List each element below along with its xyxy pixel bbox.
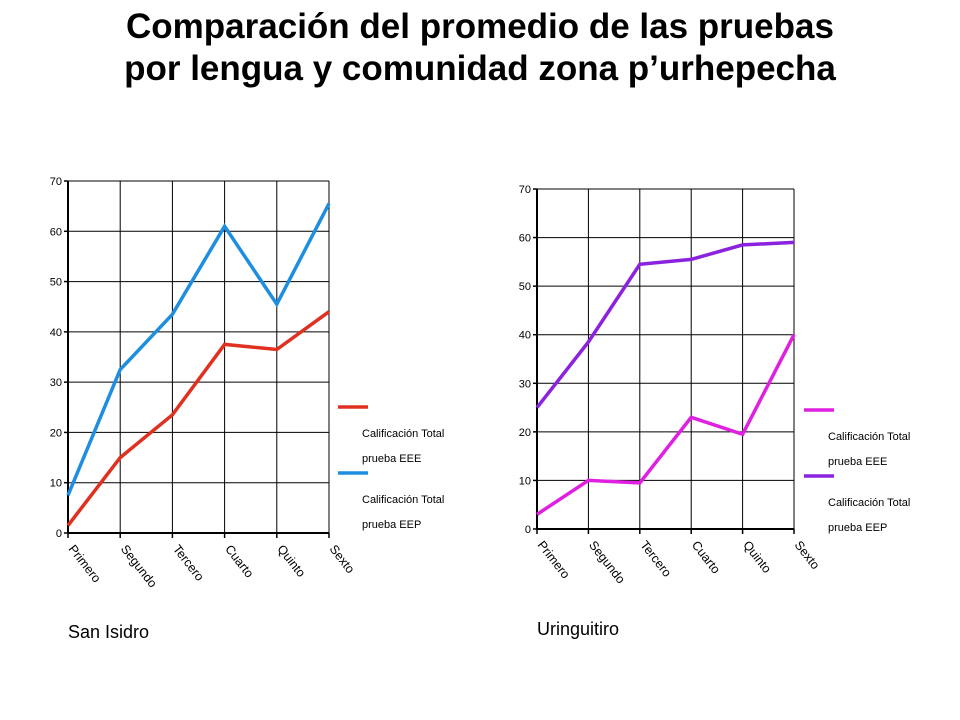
chart-uringuitiro: 0 10 20 30 40 50 60 70 Primero Segundo Tercero Cuar… xyxy=(519,184,911,639)
y-tick-label: 50 xyxy=(50,277,62,289)
title-line-2: por lengua y comunidad zona p’urhepecha xyxy=(124,49,836,88)
x-tick-label: Cuarto xyxy=(222,542,256,580)
y-tick-label: 20 xyxy=(519,427,531,439)
page-title: Comparación del promedio de las pruebas … xyxy=(0,6,960,90)
x-tick-label: Sexto xyxy=(792,538,823,572)
chart-subtitle: San Isidro xyxy=(68,622,149,642)
x-tick-label: Segundo xyxy=(586,538,628,586)
x-tick-label: Cuarto xyxy=(689,538,723,576)
x-tick-label: Primero xyxy=(535,538,573,581)
x-tick-label: Sexto xyxy=(327,542,358,576)
x-tick-label: Quinto xyxy=(274,542,308,580)
legend-label: Calificación Total xyxy=(828,431,910,443)
chart-subtitle: Uringuitiro xyxy=(537,619,619,639)
series-line-1 xyxy=(536,333,796,516)
y-tick-label: 10 xyxy=(50,478,62,490)
legend-item-1: Calificación Total prueba EEE xyxy=(338,405,444,465)
legend-item-1: Calificación Total prueba EEE xyxy=(804,408,910,468)
y-tick-label: 40 xyxy=(50,327,62,339)
y-tick-label: 60 xyxy=(519,233,531,245)
legend-item-2: Calificación Total prueba EEP xyxy=(338,471,444,531)
y-tick-label: 0 xyxy=(525,524,531,536)
legend-label: Calificación Total xyxy=(828,497,910,509)
x-tick-label: Segundo xyxy=(118,542,160,590)
legend-label: prueba EEE xyxy=(828,456,887,468)
title-line-1: Comparación del promedio de las pruebas xyxy=(126,7,834,46)
x-tick-label: Tercero xyxy=(637,538,674,580)
series-line-2 xyxy=(66,202,331,496)
y-tick-label: 20 xyxy=(50,427,62,439)
y-tick-label: 70 xyxy=(519,184,531,196)
y-tick-label: 0 xyxy=(56,528,62,540)
y-tick-label: 70 xyxy=(50,176,62,188)
y-tick-label: 50 xyxy=(519,281,531,293)
legend-label: prueba EEP xyxy=(828,522,887,534)
legend-item-2: Calificación Total prueba EEP xyxy=(804,474,910,534)
series-line-1 xyxy=(66,310,331,527)
y-tick-label: 30 xyxy=(50,377,62,389)
series-line-2 xyxy=(535,240,795,409)
legend-label: Calificación Total xyxy=(362,428,444,440)
legend-label: prueba EEE xyxy=(362,453,421,465)
y-tick-label: 40 xyxy=(519,330,531,342)
legend-label: Calificación Total xyxy=(362,494,444,506)
y-tick-label: 30 xyxy=(519,378,531,390)
x-tick-label: Tercero xyxy=(170,542,207,584)
y-tick-label: 10 xyxy=(519,475,531,487)
legend-label: prueba EEP xyxy=(362,519,421,531)
x-tick-label: Primero xyxy=(66,542,104,585)
x-tick-label: Quinto xyxy=(740,538,774,576)
chart-san-isidro: 0 10 20 30 40 50 60 70 Primero Segundo Tercero Cuar… xyxy=(50,176,445,642)
y-tick-label: 60 xyxy=(50,226,62,238)
